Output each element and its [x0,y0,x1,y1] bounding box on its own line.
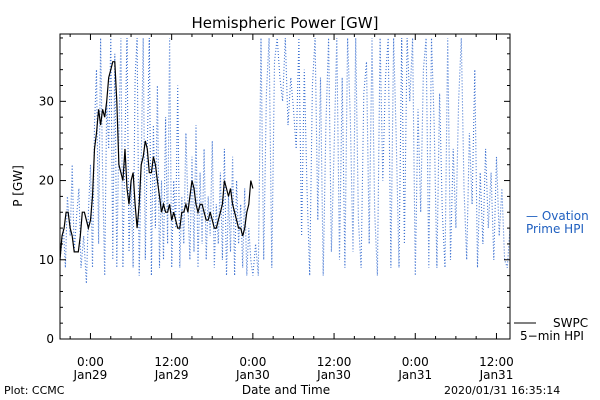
legend-ovation-line1: — Ovation [526,209,589,223]
legend-ovation: — Ovation Prime HPI [526,209,589,236]
ovation-series [59,37,511,284]
y-tick-label: 10 [39,253,54,267]
swpc-series [59,61,254,260]
plot-credit: Plot: CCMC [4,384,65,397]
x-tick-label: Jan31 [397,368,432,382]
x-tick-label: 12:00 [154,355,189,369]
y-axis-label: P [GW] [11,165,25,207]
x-tick-label: 12:00 [479,355,514,369]
chart-title: Hemispheric Power [GW] [192,14,379,32]
plot-timestamp: 2020/01/31 16:35:14 [444,384,560,397]
legend-ovation-line2: Prime HPI [526,222,584,236]
x-tick-label: Jan30 [316,368,351,382]
x-axis-label: Date and Time [242,383,330,397]
x-tick-label: Jan30 [235,368,270,382]
x-tick-label: 0:00 [239,355,266,369]
y-axis-ticks: 0 10 20 30 [39,37,510,346]
swpc-line [59,61,254,260]
legend-swpc: SWPC 5−min HPI [514,316,588,343]
legend-swpc-line2: 5−min HPI [520,329,584,343]
x-tick-label: 0:00 [402,355,429,369]
legend-swpc-line1: SWPC [553,316,588,330]
x-tick-label: 0:00 [77,355,104,369]
plot-frame [59,33,511,340]
ovation-line [59,37,511,284]
y-tick-label: 20 [39,174,54,188]
x-tick-label: 12:00 [317,355,352,369]
y-tick-label: 0 [46,332,54,346]
x-tick-label: Jan31 [479,368,514,382]
x-axis-ticks: 0:00Jan2912:00Jan290:00Jan3012:00Jan300:… [69,34,514,382]
x-tick-label: Jan29 [154,368,189,382]
y-tick-label: 30 [39,94,54,108]
x-tick-label: Jan29 [73,368,108,382]
